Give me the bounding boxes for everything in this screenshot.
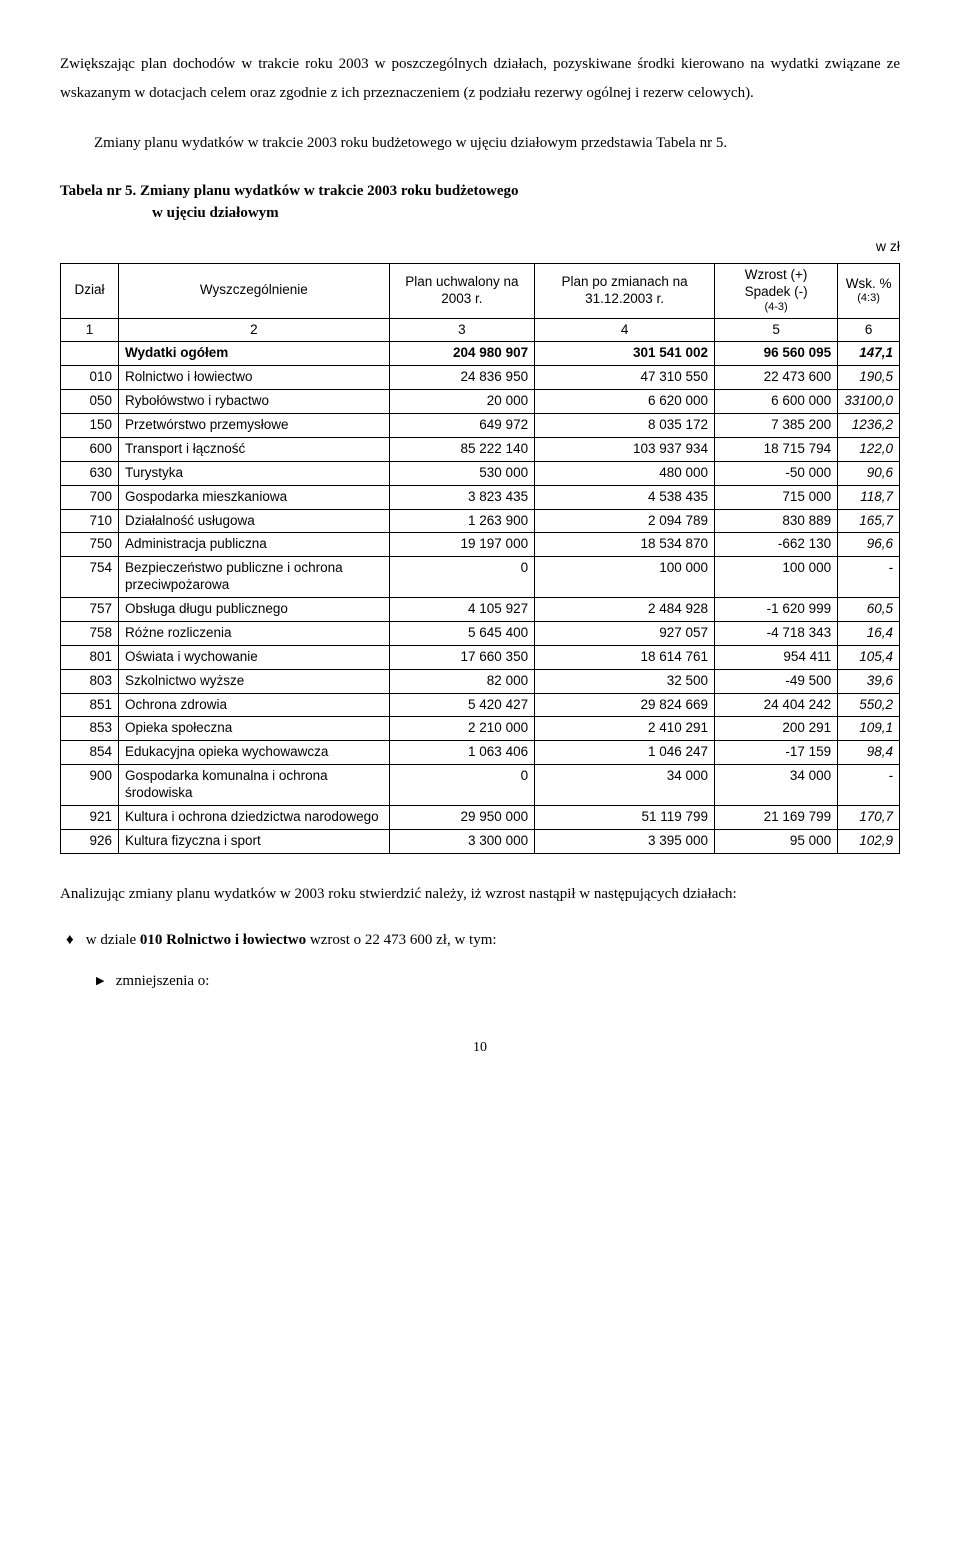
- table-row: 754Bezpieczeństwo publiczne i ochrona pr…: [61, 557, 900, 598]
- triangle-icon: ▶: [96, 971, 112, 992]
- intro-paragraph-1: Zwiększając plan dochodów w trakcie roku…: [60, 50, 900, 107]
- page-number: 10: [60, 1035, 900, 1062]
- diamond-icon: ♦: [66, 926, 82, 955]
- col-header-dzial: Dział: [61, 264, 119, 319]
- table-row: 750Administracja publiczna19 197 00018 5…: [61, 533, 900, 557]
- table-title-line1: Tabela nr 5. Zmiany planu wydatków w tra…: [60, 183, 519, 199]
- table-row: 854Edukacyjna opieka wychowawcza1 063 40…: [61, 741, 900, 765]
- table-row: 700Gospodarka mieszkaniowa3 823 4354 538…: [61, 485, 900, 509]
- col-header-wsk: Wsk. % (4:3): [838, 264, 900, 319]
- intro-paragraph-2: Zmiany planu wydatków w trakcie 2003 rok…: [60, 129, 900, 158]
- table-row: 801Oświata i wychowanie17 660 35018 614 …: [61, 645, 900, 669]
- table-title: Tabela nr 5. Zmiany planu wydatków w tra…: [60, 180, 900, 225]
- col-header-wzrost: Wzrost (+) Spadek (-) (4-3): [715, 264, 838, 319]
- budget-table: Dział Wyszczególnienie Plan uchwalony na…: [60, 263, 900, 854]
- table-row: 803Szkolnictwo wyższe82 00032 500-49 500…: [61, 669, 900, 693]
- sub-bullet-zmniejszenia: ▶ zmniejszenia o:: [92, 967, 900, 996]
- table-row: 853Opieka społeczna2 210 0002 410 291200…: [61, 717, 900, 741]
- table-row: 757Obsługa długu publicznego4 105 9272 4…: [61, 598, 900, 622]
- analysis-paragraph: Analizując zmiany planu wydatków w 2003 …: [60, 880, 900, 909]
- table-row: 010Rolnictwo i łowiectwo24 836 95047 310…: [61, 366, 900, 390]
- table-row: 150Przetwórstwo przemysłowe649 9728 035 …: [61, 414, 900, 438]
- table-row: 600Transport i łączność85 222 140103 937…: [61, 437, 900, 461]
- bullet-dzial-010: ♦ w dziale 010 Rolnictwo i łowiectwo wzr…: [60, 926, 900, 955]
- table-row: 921Kultura i ochrona dziedzictwa narodow…: [61, 805, 900, 829]
- table-row: 050Rybołówstwo i rybactwo20 0006 620 000…: [61, 390, 900, 414]
- col-header-plan-zmiany: Plan po zmianach na 31.12.2003 r.: [535, 264, 715, 319]
- unit-label: w zł: [60, 233, 900, 260]
- table-row: 710Działalność usługowa1 263 9002 094 78…: [61, 509, 900, 533]
- table-row: 851Ochrona zdrowia5 420 42729 824 66924 …: [61, 693, 900, 717]
- total-row: Wydatki ogółem 204 980 907 301 541 002 9…: [61, 342, 900, 366]
- col-header-wysz: Wyszczególnienie: [119, 264, 390, 319]
- table-row: 758Różne rozliczenia5 645 400927 057-4 7…: [61, 621, 900, 645]
- table-row: 630Turystyka530 000480 000-50 00090,6: [61, 461, 900, 485]
- table-row: 926Kultura fizyczna i sport3 300 0003 39…: [61, 829, 900, 853]
- column-number-row: 1 2 3 4 5 6: [61, 318, 900, 342]
- col-header-plan-uchwalony: Plan uchwalony na 2003 r.: [389, 264, 534, 319]
- table-title-line2: w ujęciu działowym: [60, 202, 900, 225]
- table-row: 900Gospodarka komunalna i ochrona środow…: [61, 765, 900, 806]
